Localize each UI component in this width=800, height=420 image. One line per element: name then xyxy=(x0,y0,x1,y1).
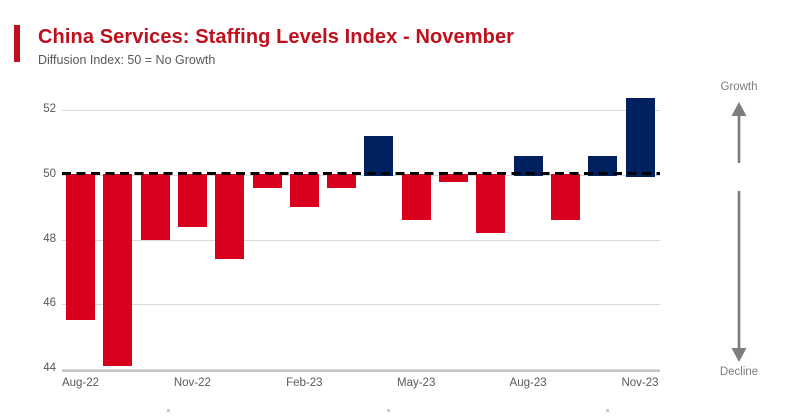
x-tick-label: May-23 xyxy=(397,377,436,389)
x-tick-label: Nov-23 xyxy=(621,377,659,389)
y-tick-label: 44 xyxy=(43,361,56,374)
cropped-text-remnant xyxy=(387,409,390,412)
bar-Oct-22 xyxy=(140,173,170,240)
bar-Apr-23 xyxy=(364,136,394,177)
y-tick-label: 46 xyxy=(43,297,56,310)
bar-Sep-23 xyxy=(550,173,580,221)
bar-Jul-23 xyxy=(476,173,506,234)
bar-Nov-23 xyxy=(625,97,655,177)
chart-title: China Services: Staffing Levels Index - … xyxy=(38,26,515,48)
y-tick-label: 50 xyxy=(43,168,56,180)
x-tick-label: Aug-22 xyxy=(61,377,100,389)
title-accent-bar xyxy=(14,25,20,62)
gridline xyxy=(62,368,660,370)
bar-Aug-22 xyxy=(66,173,95,321)
gridline xyxy=(62,110,660,112)
bar-Aug-23 xyxy=(513,155,543,177)
y-tick-label: 52 xyxy=(43,103,56,116)
x-tick-label: Feb-23 xyxy=(286,377,323,389)
bar-Oct-23 xyxy=(588,155,618,177)
chart-subtitle: Diffusion Index: 50 = No Growth xyxy=(38,53,216,67)
gridline xyxy=(62,239,660,241)
cropped-text-remnant xyxy=(606,409,609,412)
x-tick-label: Nov-22 xyxy=(173,377,211,389)
bar-Feb-23 xyxy=(289,173,319,208)
decline-down-arrow-icon xyxy=(731,191,747,362)
bar-Nov-22 xyxy=(177,173,207,227)
bar-Sep-22 xyxy=(103,173,133,366)
gridline xyxy=(62,175,660,176)
y-tick-label: 48 xyxy=(43,232,56,245)
bar-Dec-22 xyxy=(215,173,245,259)
no-growth-baseline xyxy=(62,171,660,175)
growth-label: Growth xyxy=(720,81,758,93)
decline-label: Decline xyxy=(719,366,759,378)
x-tick-label: Aug-23 xyxy=(509,377,547,389)
gridline xyxy=(62,304,660,306)
bar-Jun-23 xyxy=(439,173,468,182)
cropped-text-remnant xyxy=(167,409,170,412)
growth-up-arrow-icon xyxy=(731,102,747,163)
bar-May-23 xyxy=(401,173,431,221)
x-axis-line xyxy=(62,370,660,372)
bar-Mar-23 xyxy=(327,173,357,188)
bar-Jan-23 xyxy=(252,173,282,188)
